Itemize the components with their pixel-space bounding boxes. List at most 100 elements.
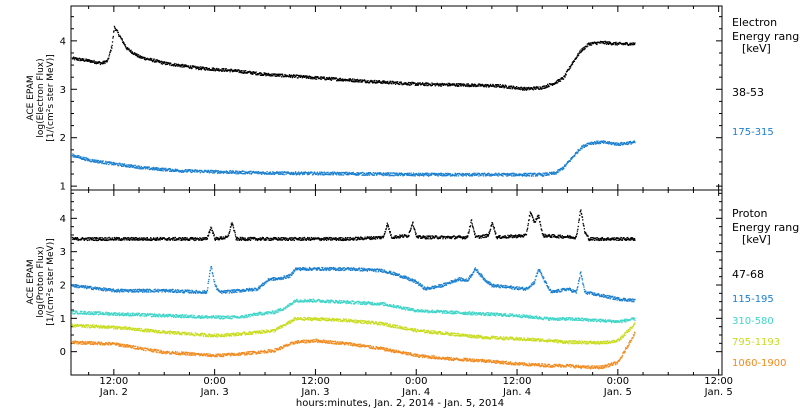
data-point [157,169,159,172]
data-point [190,169,192,171]
data-point [416,236,418,239]
data-point [173,237,175,239]
data-point [159,168,162,170]
data-point [73,154,75,157]
data-point [147,168,149,170]
data-point [545,85,548,87]
data-point [144,166,146,169]
data-point [579,149,581,151]
data-point [391,83,393,85]
data-point [142,56,144,58]
data-point [510,174,512,176]
data-point [87,60,89,62]
data-point [289,74,291,77]
data-point [161,289,164,291]
data-point [489,84,491,86]
data-point [548,235,550,237]
data-point [207,235,209,237]
data-point [313,238,316,240]
data-point [125,47,128,49]
data-point [470,221,472,223]
data-point [537,174,539,176]
data-point [77,155,79,157]
data-point [356,174,358,176]
data-point [343,79,345,81]
data-point [477,84,479,86]
data-point [316,173,318,175]
data-point [431,237,433,239]
data-point [71,236,74,239]
data-point [587,235,589,237]
data-point [242,239,244,241]
data-point [326,173,328,176]
data-point [181,290,183,292]
data-point [110,46,113,48]
data-point [589,142,591,144]
data-point [589,42,591,44]
data-point [241,170,243,172]
data-point [554,235,556,237]
data-point [574,153,576,155]
data-point [554,82,556,84]
data-point [155,238,158,240]
data-point [398,172,401,174]
y-tick-label: 0 [60,347,66,358]
data-point [186,170,188,173]
data-point [439,237,441,240]
data-point [331,171,334,173]
data-point [334,77,336,79]
data-point [358,81,360,83]
data-point [351,172,353,174]
data-point [329,78,331,81]
data-point [521,87,523,89]
data-point [139,55,141,57]
data-point [502,236,504,239]
data-point [479,236,481,238]
data-point [350,172,352,174]
y-tick-label: 3 [60,247,66,258]
data-point [83,58,85,60]
data-point [331,77,334,79]
data-point [468,174,470,176]
data-point [588,239,590,242]
data-point [123,291,125,293]
data-point [341,238,343,241]
data-point [195,292,197,294]
data-point [356,239,358,241]
data-point [138,291,140,293]
data-point [498,174,500,176]
data-point [368,173,370,175]
data-point [410,83,413,86]
data-point [211,170,213,172]
data-point [427,235,429,237]
data-point [583,228,585,230]
data-point [487,84,489,87]
data-point [607,43,610,45]
data-point [316,78,318,80]
data-point [518,173,520,175]
x-tick-label-time: 0:00 [405,376,427,387]
data-point [344,238,346,240]
data-point [487,174,489,176]
data-point [236,171,238,173]
data-point [101,161,103,163]
data-point [577,53,579,55]
data-point [449,236,451,238]
data-point [607,238,609,240]
data-point [122,165,124,167]
data-point [99,63,102,66]
data-point [252,71,254,73]
data-point [488,172,490,175]
data-point [454,172,457,174]
data-point [150,58,152,61]
data-point [568,68,570,70]
data-point [612,239,615,241]
data-point [516,234,518,237]
data-point [316,171,319,173]
data-point [300,171,303,173]
data-point [498,236,500,239]
data-point [291,173,294,176]
data-point [484,84,486,86]
data-point [348,78,350,80]
data-point [241,236,243,239]
